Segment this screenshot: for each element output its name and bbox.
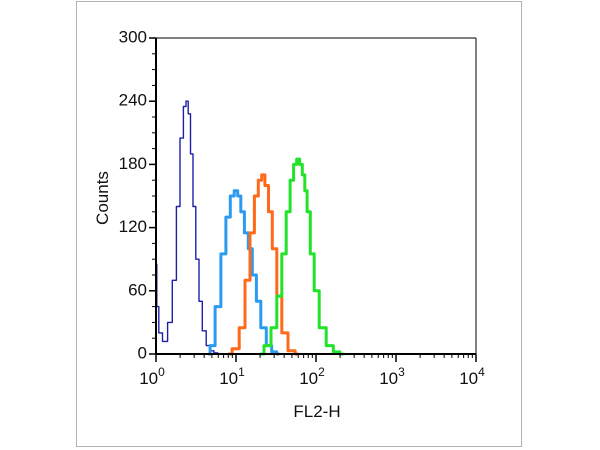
x-tick-label: 104 — [459, 365, 485, 388]
y-tick-label: 300 — [119, 27, 147, 46]
x-tick-label: 101 — [219, 365, 245, 388]
x-tick-label: 100 — [139, 365, 165, 388]
axes: 0 60 120 180 240 300 100 101 102 103 104 — [119, 27, 485, 388]
histogram-series-1 — [156, 100, 224, 355]
plot-area — [156, 100, 344, 356]
histogram-series-4 — [260, 157, 344, 356]
y-tick-label: 180 — [119, 154, 147, 173]
y-axis-title: Counts — [93, 171, 112, 225]
y-tick-label: 240 — [119, 91, 147, 110]
x-axis-title: FL2-H — [293, 402, 340, 421]
y-tick-label: 120 — [119, 217, 147, 236]
figure-frame — [76, 1, 522, 447]
histogram-series-2 — [208, 189, 280, 356]
y-tick-label: 60 — [128, 280, 147, 299]
y-tick-label: 0 — [138, 343, 147, 362]
x-tick-label: 103 — [379, 365, 405, 388]
x-tick-label: 102 — [299, 365, 325, 388]
histogram-series-3 — [228, 173, 299, 356]
